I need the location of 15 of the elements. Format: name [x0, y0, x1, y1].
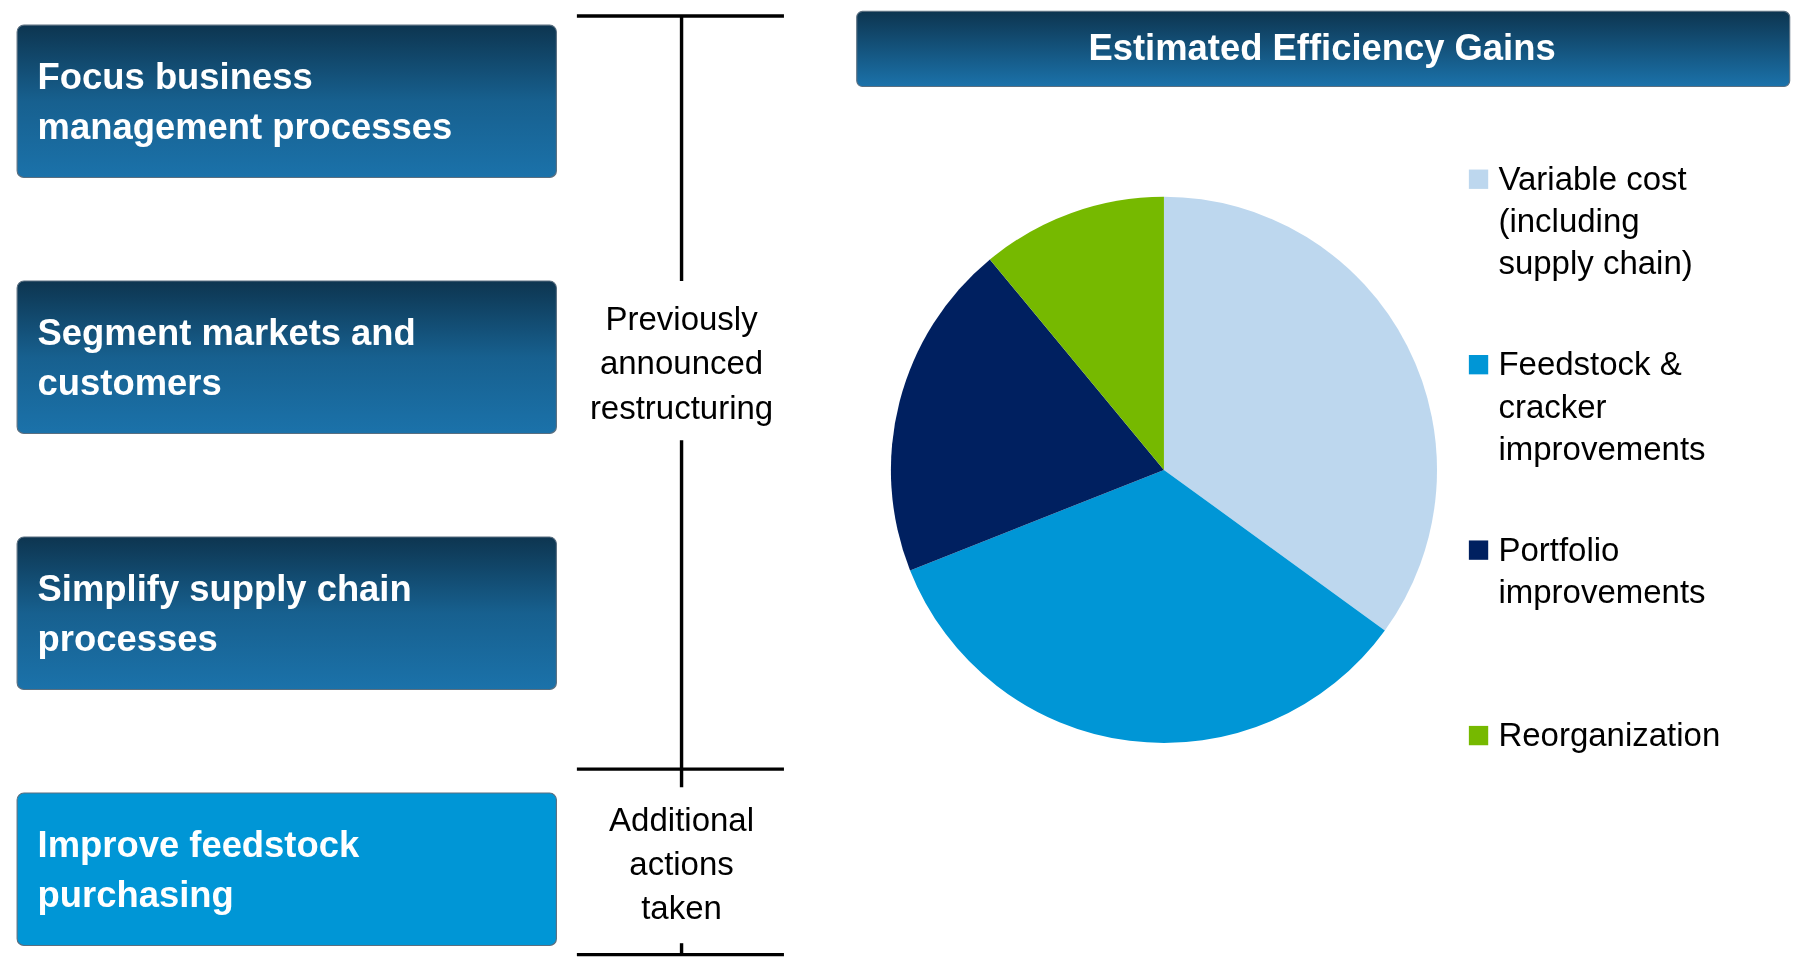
text: Simplify supply chain processes — [37, 567, 412, 659]
legend-label: Variable cost (including supply chain) — [1498, 160, 1693, 282]
pie-slice — [1163, 196, 1437, 631]
legend-label: Feedstock & cracker improvements — [1498, 345, 1706, 467]
text: Segment markets and customers — [37, 311, 416, 403]
legend-label: Portfolio improvements — [1498, 530, 1706, 611]
text: Previously announced restructuring — [589, 299, 774, 426]
pie-slice — [910, 469, 1385, 743]
text: Focus business management processes — [37, 55, 453, 147]
text: Improve feedstock purchasing — [37, 823, 360, 915]
pie-slice — [989, 196, 1164, 470]
legend-label: Reorganization — [1498, 716, 1721, 754]
text: Additional actions taken — [609, 800, 754, 927]
pie-slice — [890, 259, 1164, 571]
chart-title: Estimated Efficiency Gains — [1088, 27, 1556, 69]
